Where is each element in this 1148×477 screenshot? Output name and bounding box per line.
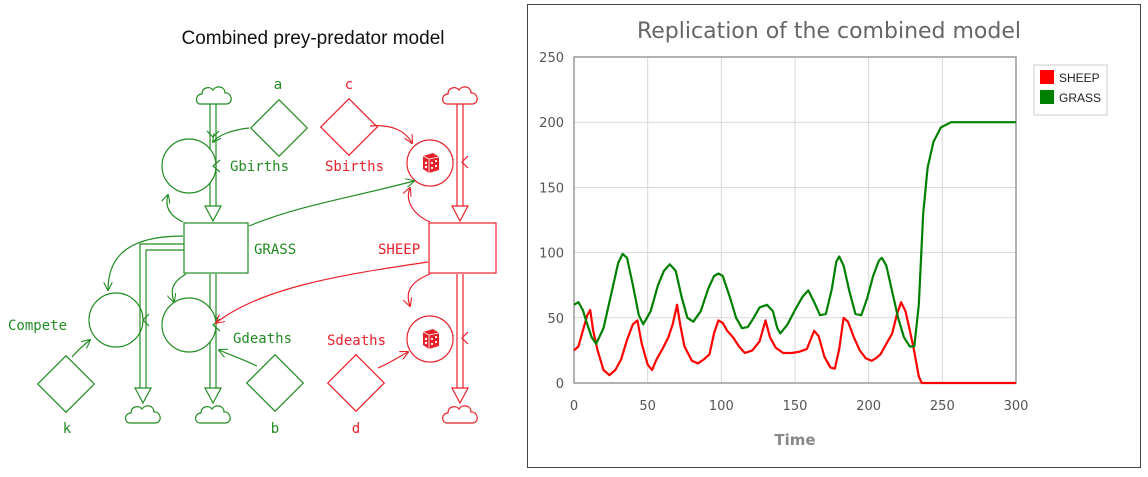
series-line-grass bbox=[573, 121, 1016, 348]
legend-box bbox=[1033, 64, 1108, 116]
label-sdeaths: Sdeaths bbox=[327, 333, 386, 349]
sdeaths-dice-icon bbox=[422, 329, 440, 349]
diagram-title: Combined prey-predator model bbox=[182, 28, 445, 49]
label-k: k bbox=[63, 421, 72, 437]
param-d[interactable] bbox=[326, 353, 386, 413]
y-tick-label: 100 bbox=[539, 247, 564, 262]
gbirths-converter[interactable] bbox=[161, 138, 217, 194]
param-c[interactable] bbox=[319, 97, 379, 157]
legend-swatch-grass bbox=[1040, 90, 1054, 104]
chart-legend: SHEEP GRASS bbox=[1033, 64, 1108, 116]
grass-stock[interactable] bbox=[183, 222, 249, 274]
compete-converter[interactable] bbox=[88, 292, 144, 348]
grass-compete-sink-cloud-icon bbox=[125, 405, 161, 424]
legend-swatch-sheep bbox=[1040, 70, 1054, 84]
x-tick-label: 50 bbox=[639, 399, 656, 414]
chart-title: Replication of the combined model bbox=[637, 19, 1021, 44]
legend-label-grass: GRASS bbox=[1059, 91, 1101, 105]
grass-source-cloud-icon bbox=[195, 86, 232, 105]
y-tick-label: 200 bbox=[539, 116, 564, 131]
gdeaths-converter[interactable] bbox=[161, 297, 217, 353]
sbirths-dice-icon bbox=[422, 153, 440, 173]
x-tick-label: 100 bbox=[709, 399, 734, 414]
series-line-sheep bbox=[573, 301, 1016, 385]
grass-subsystem bbox=[36, 86, 309, 424]
chart-series bbox=[573, 121, 1016, 385]
x-tick-label: 250 bbox=[930, 399, 955, 414]
sheep-source-cloud-icon bbox=[442, 86, 478, 105]
y-tick-label: 0 bbox=[556, 377, 564, 392]
y-tick-label: 250 bbox=[539, 51, 564, 66]
x-tick-label: 0 bbox=[570, 399, 578, 414]
y-tick-label: 150 bbox=[539, 181, 564, 196]
sheep-stock[interactable] bbox=[428, 222, 497, 274]
x-tick-label: 150 bbox=[783, 399, 808, 414]
sheep-sink-cloud-icon bbox=[442, 405, 478, 424]
label-c: c bbox=[345, 77, 353, 93]
grass-deaths-sink-cloud-icon bbox=[195, 405, 231, 424]
label-compete: Compete bbox=[8, 318, 67, 334]
label-gdeaths: Gdeaths bbox=[233, 331, 292, 347]
link-grass-to-sbirths bbox=[248, 181, 414, 227]
replication-chart: Replication of the combined model 0 50 100… bbox=[539, 19, 1108, 449]
y-tick-label: 50 bbox=[547, 312, 564, 327]
plot-frame bbox=[573, 56, 1017, 384]
label-b: b bbox=[271, 421, 279, 437]
param-b[interactable] bbox=[245, 353, 305, 413]
x-tick-label: 200 bbox=[856, 399, 881, 414]
legend-label-sheep: SHEEP bbox=[1059, 71, 1100, 85]
x-axis-label: Time bbox=[774, 431, 815, 449]
label-a: a bbox=[274, 77, 282, 93]
label-gbirths: Gbirths bbox=[230, 159, 289, 175]
label-d: d bbox=[352, 421, 360, 437]
param-a[interactable] bbox=[249, 98, 309, 158]
label-sheep: SHEEP bbox=[378, 242, 420, 258]
x-tick-label: 300 bbox=[1004, 399, 1029, 414]
chart-panel: Replication of the combined model 0 50 100… bbox=[527, 4, 1141, 468]
chart-axes: 0 50 100 150 200 250 300 0 50 100 150 200 250 bbox=[539, 51, 1028, 414]
param-k[interactable] bbox=[36, 354, 96, 414]
stock-flow-diagram: Combined prey-predator model bbox=[8, 28, 497, 437]
label-grass: GRASS bbox=[254, 242, 296, 258]
label-sbirths: Sbirths bbox=[325, 159, 384, 175]
